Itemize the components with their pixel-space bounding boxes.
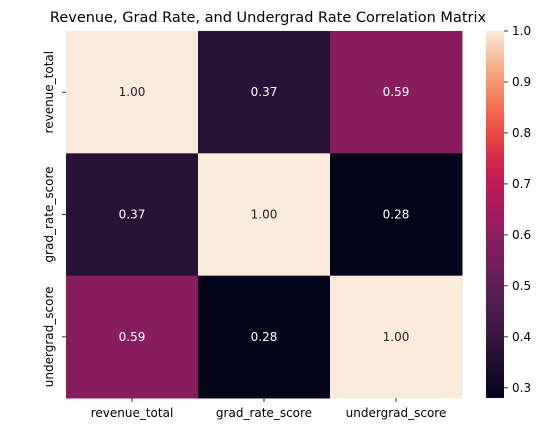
colorbar-tick-label: 0.9 xyxy=(512,75,531,89)
colorbar-gradient xyxy=(486,31,504,398)
colorbar-tick-label: 0.3 xyxy=(512,381,531,395)
heatmap-cell xyxy=(198,153,331,277)
colorbar-tick-label: 0.6 xyxy=(512,228,531,242)
colorbar-tick-label: 0.5 xyxy=(512,279,531,293)
cell-value-label: 0.59 xyxy=(383,85,410,99)
heatmap-cell-labels: 1.00 0.37 0.59 0.37 1.00 0.28 0.59 0.28 1.00 xyxy=(119,85,410,344)
colorbar-tick-label: 0.7 xyxy=(512,177,531,191)
cell-value-label: 1.00 xyxy=(251,208,278,222)
colorbar-tick-label: 0.4 xyxy=(512,330,531,344)
y-tick-label: grad_rate_score xyxy=(42,166,56,262)
colorbar: 0.3 0.4 0.5 0.6 0.7 0.8 0.9 1.0 xyxy=(486,24,531,398)
x-axis: revenue_total grad_rate_score undergrad_sc… xyxy=(91,398,447,420)
x-tick-label: undergrad_score xyxy=(346,406,447,420)
heatmap-cell xyxy=(198,31,331,154)
cell-value-label: 1.00 xyxy=(119,85,146,99)
heatmap-cell xyxy=(330,153,463,277)
heatmap-cell xyxy=(330,275,463,399)
cell-value-label: 0.28 xyxy=(383,208,410,222)
colorbar-tick-label: 0.8 xyxy=(512,126,531,140)
heatmap-cells xyxy=(66,31,463,399)
cell-value-label: 1.00 xyxy=(383,330,410,344)
cell-value-label: 0.59 xyxy=(119,330,146,344)
heatmap-cell xyxy=(330,31,463,154)
heatmap-cell xyxy=(66,153,199,277)
y-tick-label: revenue_total xyxy=(42,51,56,134)
cell-value-label: 0.28 xyxy=(251,330,278,344)
heatmap-cell xyxy=(198,275,331,399)
cell-value-label: 0.37 xyxy=(119,208,146,222)
x-tick-label: revenue_total xyxy=(91,406,174,420)
heatmap-cell xyxy=(66,31,199,154)
x-tick-label: grad_rate_score xyxy=(216,406,312,420)
heatmap-cell xyxy=(66,275,199,399)
cell-value-label: 0.37 xyxy=(251,85,278,99)
y-tick-label: undergrad_score xyxy=(42,286,56,387)
chart-title: Revenue, Grad Rate, and Undergrad Rate C… xyxy=(50,10,487,26)
y-axis: revenue_total grad_rate_score undergrad_sc… xyxy=(42,51,66,387)
colorbar-tick-label: 1.0 xyxy=(512,24,531,38)
